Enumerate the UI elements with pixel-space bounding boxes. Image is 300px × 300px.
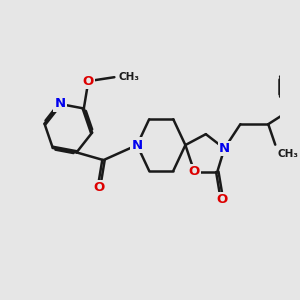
Text: O: O <box>83 75 94 88</box>
Text: N: N <box>131 139 142 152</box>
Text: O: O <box>93 181 105 194</box>
Text: O: O <box>216 193 228 206</box>
Text: N: N <box>219 142 230 155</box>
Text: CH₃: CH₃ <box>118 72 139 82</box>
Text: N: N <box>55 98 66 110</box>
Text: CH₃: CH₃ <box>277 148 298 159</box>
Text: O: O <box>189 165 200 178</box>
